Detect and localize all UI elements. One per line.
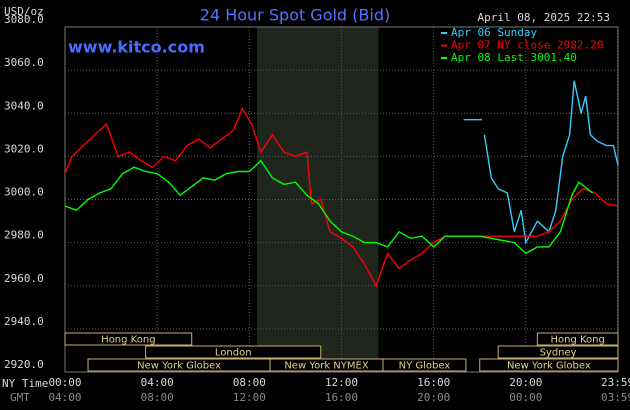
x2-tick-label: 20:00 (417, 391, 450, 404)
x-tick-label: 12:00 (325, 376, 358, 389)
watermark: www.kitco.com (68, 38, 205, 57)
x2-tick-label: 03:59 (601, 391, 630, 404)
x2-tick-label: 04:00 (48, 391, 81, 404)
session-label: Hong Kong (101, 335, 155, 346)
x-tick-label: 04:00 (141, 376, 174, 389)
x2-tick-label: 12:00 (233, 391, 266, 404)
session-label: New York Globex (507, 361, 591, 372)
y-tick-label: 3040.0 (4, 99, 44, 112)
x-tick-label: 20:00 (509, 376, 542, 389)
y-tick-label: 3060.0 (4, 56, 44, 69)
y-tick-label: 2980.0 (4, 229, 44, 242)
session-box (382, 358, 467, 372)
y-axis-label: USD/oz (4, 5, 44, 18)
x-tick-label: 08:00 (233, 376, 266, 389)
session-box (497, 345, 619, 359)
legend-label: Apr 06 Sunday (451, 26, 537, 39)
x2-tick-label: 00:00 (509, 391, 542, 404)
y-tick-label: 2960.0 (4, 272, 44, 285)
x-axis-label: NY Time (2, 377, 48, 390)
session-label: New York Globex (137, 361, 221, 372)
chart-title: 24 Hour Spot Gold (Bid) (200, 6, 390, 25)
x2-tick-label: 16:00 (325, 391, 358, 404)
legend-label: Apr 08 Last 3001.40 (451, 51, 577, 64)
timestamp: April 08, 2025 22:53 (478, 11, 610, 24)
session-label: Sydney (540, 348, 577, 359)
y-tick-label: 3080.0 (4, 13, 44, 26)
session-label: London (215, 348, 252, 359)
y-tick-label: 3020.0 (4, 142, 44, 155)
session-label: New York NYMEX (284, 361, 369, 372)
legend-label: Apr 07 NY close 2982.20 (451, 39, 603, 52)
session-box (64, 332, 193, 346)
session-label: NY Globex (399, 361, 451, 372)
x-tick-label: 00:00 (48, 376, 81, 389)
series-line (483, 80, 619, 245)
x2-tick-label: 08:00 (141, 391, 174, 404)
session-box (145, 345, 322, 359)
y-tick-label: 2940.0 (4, 315, 44, 328)
series-line (64, 159, 594, 255)
plot-frame (64, 26, 619, 373)
session-label: Hong Kong (550, 335, 604, 346)
x-tick-label: 16:00 (417, 376, 450, 389)
x-tick-label: 23:59 (601, 376, 630, 389)
x2-axis-label: GMT (10, 391, 30, 404)
session-box (479, 358, 619, 372)
y-tick-label: 2920.0 (4, 358, 44, 371)
y-tick-label: 3000.0 (4, 186, 44, 199)
session-box (536, 332, 619, 346)
